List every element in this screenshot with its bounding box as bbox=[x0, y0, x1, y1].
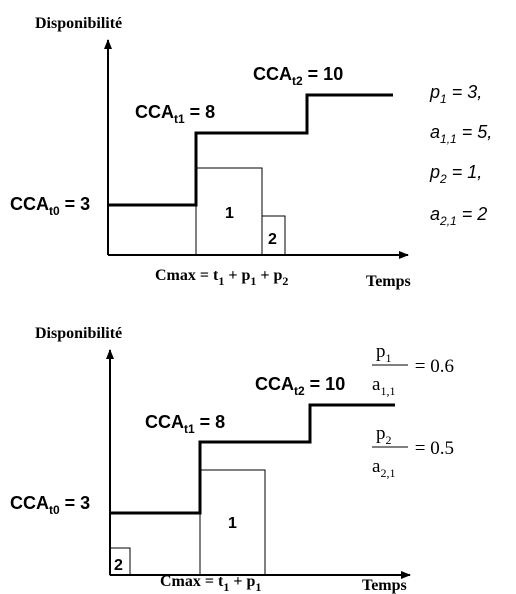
text-part: a bbox=[372, 374, 381, 395]
subscript: t0 bbox=[49, 204, 60, 218]
text-part: = 2 bbox=[457, 204, 488, 224]
text-part: + p bbox=[224, 267, 250, 284]
x-label: Temps bbox=[362, 577, 407, 594]
text-part: CCA bbox=[135, 102, 174, 122]
panel-1 bbox=[104, 39, 409, 259]
text-part: Cmax = t bbox=[155, 267, 219, 284]
text-part: p bbox=[429, 82, 440, 102]
text-part: CCA bbox=[253, 64, 292, 84]
text-part: CCA bbox=[145, 412, 184, 432]
text-part: = 8 bbox=[185, 102, 216, 122]
text-part: CCA bbox=[10, 194, 49, 214]
level-label: CCAt2 = 10 bbox=[255, 374, 345, 398]
subscript: 1,1 bbox=[440, 132, 457, 146]
box-1 bbox=[199, 469, 266, 576]
text-part: = 3, bbox=[447, 82, 483, 102]
cmax-label: Cmax = t1 + p1 + p2 bbox=[155, 267, 288, 288]
step-line bbox=[108, 93, 393, 207]
numerator: p2 bbox=[376, 423, 392, 447]
text-part: = 5, bbox=[457, 122, 493, 142]
numerator: p1 bbox=[376, 341, 392, 365]
subscript: t2 bbox=[294, 384, 305, 398]
text-part: Cmax = t bbox=[160, 573, 224, 590]
denominator: a1,1 bbox=[372, 374, 395, 398]
denominator: a2,1 bbox=[372, 456, 395, 480]
subscript: 1 bbox=[223, 580, 229, 594]
subscript: 1 bbox=[386, 351, 392, 365]
subscript: t2 bbox=[292, 74, 303, 88]
subscript: t1 bbox=[174, 112, 185, 126]
ratio-value: = 0.6 bbox=[410, 356, 454, 377]
subscript: 1 bbox=[218, 274, 224, 288]
text-part: CCA bbox=[255, 374, 294, 394]
box-label: 1 bbox=[225, 205, 234, 222]
text-part: a bbox=[430, 204, 440, 224]
text-part: p bbox=[376, 341, 386, 362]
panel-2 bbox=[106, 349, 411, 579]
box-label: 2 bbox=[114, 557, 123, 574]
note: p1 = 3, bbox=[429, 82, 482, 106]
subscript: 1 bbox=[255, 580, 261, 594]
text-part: = 3 bbox=[60, 493, 91, 513]
subscript: t1 bbox=[184, 422, 195, 436]
level-label: CCAt1 = 8 bbox=[145, 412, 225, 436]
panel-title: Disponibilité bbox=[35, 15, 122, 32]
box-1 bbox=[195, 167, 263, 256]
text-part: a bbox=[372, 456, 381, 477]
note: a2,1 = 2 bbox=[430, 204, 487, 228]
panel-title: Disponibilité bbox=[35, 325, 122, 342]
text-part: = 10 bbox=[305, 374, 346, 394]
note: p2 = 1, bbox=[429, 162, 482, 186]
box-2 bbox=[261, 215, 286, 256]
subscript: t0 bbox=[49, 503, 60, 517]
subscript: 2 bbox=[439, 172, 447, 186]
subscript: 2 bbox=[386, 433, 392, 447]
level-label: CCAt1 = 8 bbox=[135, 102, 215, 126]
subscript: 2,1 bbox=[439, 214, 457, 228]
box-label: 1 bbox=[228, 515, 237, 532]
step-line bbox=[110, 403, 395, 515]
text-part: CCA bbox=[10, 493, 49, 513]
text-part: + p bbox=[229, 573, 255, 590]
subscript: 1 bbox=[250, 274, 256, 288]
text-part: p bbox=[376, 423, 386, 444]
level-label: CCAt0 = 3 bbox=[10, 493, 90, 517]
text-part: p bbox=[429, 162, 440, 182]
ratio-value: = 0.5 bbox=[410, 438, 454, 459]
text-part: = 1, bbox=[447, 162, 483, 182]
x-label: Temps bbox=[366, 273, 411, 290]
subscript: 2,1 bbox=[380, 466, 395, 480]
box-label: 2 bbox=[268, 231, 277, 248]
text-part: + p bbox=[256, 267, 282, 284]
text-part: = 3 bbox=[60, 194, 91, 214]
level-label: CCAt2 = 10 bbox=[253, 64, 343, 88]
text-part: = 10 bbox=[303, 64, 344, 84]
note: a1,1 = 5, bbox=[430, 122, 492, 146]
box-2 bbox=[109, 547, 131, 576]
subscript: 1 bbox=[440, 92, 447, 106]
cmax-label: Cmax = t1 + p1 bbox=[160, 573, 261, 594]
text-part: = 8 bbox=[195, 412, 226, 432]
subscript: 2 bbox=[282, 274, 288, 288]
level-label: CCAt0 = 3 bbox=[10, 194, 90, 218]
subscript: 1,1 bbox=[380, 384, 395, 398]
text-part: a bbox=[430, 122, 440, 142]
